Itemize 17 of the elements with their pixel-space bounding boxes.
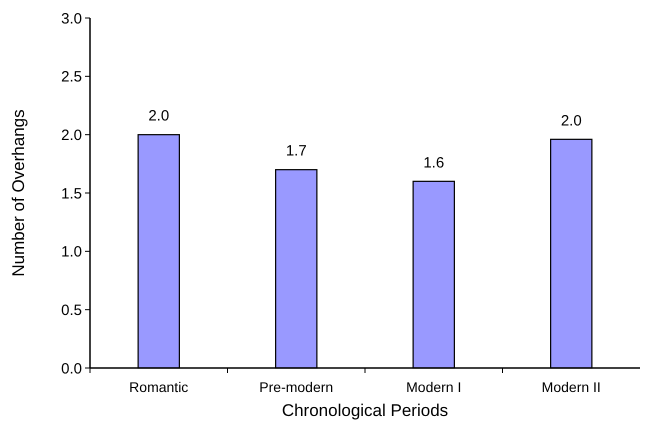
- y-tick-label: 3.0: [61, 10, 82, 28]
- data-label: 2.0: [560, 112, 582, 130]
- x-axis-title: Chronological Periods: [282, 401, 448, 420]
- y-tick-label: 1.5: [61, 185, 82, 202]
- y-tick-label: 1.0: [61, 244, 82, 261]
- x-tick-label: Pre-modern: [259, 379, 334, 395]
- x-tick-label: Romantic: [129, 379, 188, 395]
- data-label: 1.6: [423, 154, 444, 172]
- y-axis-title: Number of Overhangs: [9, 109, 28, 277]
- y-tick-label: 0.0: [61, 360, 82, 378]
- data-label: 1.7: [286, 142, 307, 160]
- y-tick-label: 0.5: [61, 302, 82, 319]
- y-tick-label: 2.0: [61, 126, 82, 144]
- y-tick-label: 2.5: [61, 68, 82, 86]
- x-tick-label: Modern I: [406, 379, 462, 395]
- x-tick-label: Modern II: [542, 379, 601, 395]
- data-label: 2.0: [148, 108, 170, 125]
